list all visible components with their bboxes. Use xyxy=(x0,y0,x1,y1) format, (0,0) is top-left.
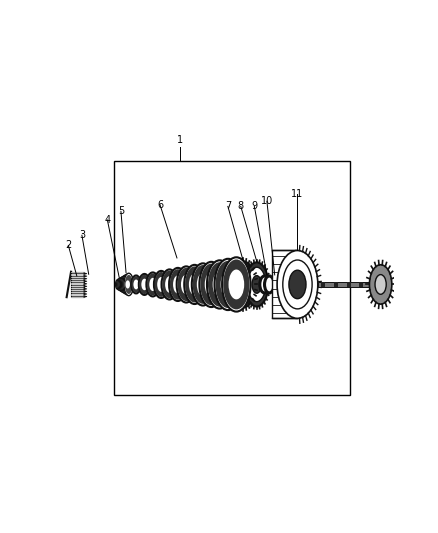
Ellipse shape xyxy=(122,275,130,294)
Text: 9: 9 xyxy=(251,201,258,212)
Ellipse shape xyxy=(162,271,177,298)
Ellipse shape xyxy=(265,276,274,293)
Ellipse shape xyxy=(248,267,266,302)
Ellipse shape xyxy=(231,261,255,308)
Text: 5: 5 xyxy=(118,206,124,216)
Ellipse shape xyxy=(126,280,130,288)
Ellipse shape xyxy=(121,277,127,292)
Ellipse shape xyxy=(223,260,250,310)
Ellipse shape xyxy=(173,276,183,294)
Ellipse shape xyxy=(124,273,134,296)
Bar xyxy=(372,282,376,287)
Bar xyxy=(318,282,381,287)
Ellipse shape xyxy=(177,268,195,301)
Ellipse shape xyxy=(233,266,253,303)
Text: 6: 6 xyxy=(157,200,163,209)
Ellipse shape xyxy=(118,279,124,290)
Bar xyxy=(321,282,325,287)
Ellipse shape xyxy=(197,273,209,296)
Ellipse shape xyxy=(123,274,132,295)
Ellipse shape xyxy=(169,268,187,301)
Ellipse shape xyxy=(119,277,126,292)
Ellipse shape xyxy=(117,278,123,290)
Ellipse shape xyxy=(124,276,131,293)
Ellipse shape xyxy=(215,261,240,308)
Ellipse shape xyxy=(117,279,122,289)
Bar xyxy=(272,251,297,318)
Ellipse shape xyxy=(215,259,241,310)
Ellipse shape xyxy=(189,273,200,295)
Ellipse shape xyxy=(238,274,249,295)
Ellipse shape xyxy=(177,266,196,303)
Ellipse shape xyxy=(193,265,213,304)
Ellipse shape xyxy=(125,275,133,294)
Text: 10: 10 xyxy=(261,196,273,206)
Ellipse shape xyxy=(277,251,318,318)
Ellipse shape xyxy=(245,262,268,306)
Ellipse shape xyxy=(222,257,251,312)
Ellipse shape xyxy=(116,279,121,289)
Text: 4: 4 xyxy=(104,215,110,225)
Ellipse shape xyxy=(192,263,214,305)
Ellipse shape xyxy=(170,269,186,300)
Bar xyxy=(346,282,351,287)
Text: 8: 8 xyxy=(238,201,244,212)
Ellipse shape xyxy=(118,278,124,291)
Ellipse shape xyxy=(124,278,131,292)
Ellipse shape xyxy=(157,277,165,292)
Ellipse shape xyxy=(146,272,159,296)
Ellipse shape xyxy=(141,279,148,290)
Ellipse shape xyxy=(139,274,150,295)
Bar xyxy=(114,160,350,395)
Ellipse shape xyxy=(213,271,226,298)
Ellipse shape xyxy=(200,264,222,305)
Ellipse shape xyxy=(132,276,141,293)
Bar xyxy=(360,282,364,287)
Ellipse shape xyxy=(116,280,120,289)
Ellipse shape xyxy=(208,262,231,306)
Ellipse shape xyxy=(124,277,132,292)
Ellipse shape xyxy=(147,273,159,295)
Ellipse shape xyxy=(181,274,191,294)
Text: 1: 1 xyxy=(177,135,184,146)
Ellipse shape xyxy=(165,276,174,293)
Ellipse shape xyxy=(252,276,261,293)
Bar xyxy=(334,282,338,287)
Ellipse shape xyxy=(122,277,129,293)
Bar xyxy=(71,272,84,297)
Ellipse shape xyxy=(207,260,232,309)
Text: 11: 11 xyxy=(291,190,304,199)
Ellipse shape xyxy=(260,276,269,293)
Ellipse shape xyxy=(185,266,204,302)
Ellipse shape xyxy=(369,265,392,304)
Text: 2: 2 xyxy=(65,240,71,251)
Text: 7: 7 xyxy=(225,201,231,212)
Ellipse shape xyxy=(149,278,156,291)
Ellipse shape xyxy=(283,260,312,309)
Ellipse shape xyxy=(155,272,168,297)
Ellipse shape xyxy=(375,274,386,294)
Ellipse shape xyxy=(154,271,168,298)
Ellipse shape xyxy=(131,276,141,294)
Ellipse shape xyxy=(139,275,150,294)
Text: 3: 3 xyxy=(79,230,85,240)
Ellipse shape xyxy=(229,270,244,300)
Ellipse shape xyxy=(199,262,223,307)
Ellipse shape xyxy=(289,270,306,298)
Ellipse shape xyxy=(120,278,126,291)
Ellipse shape xyxy=(120,276,128,293)
Ellipse shape xyxy=(221,270,235,298)
Ellipse shape xyxy=(162,269,177,300)
Ellipse shape xyxy=(184,265,205,304)
Ellipse shape xyxy=(134,279,139,289)
Ellipse shape xyxy=(205,272,218,297)
